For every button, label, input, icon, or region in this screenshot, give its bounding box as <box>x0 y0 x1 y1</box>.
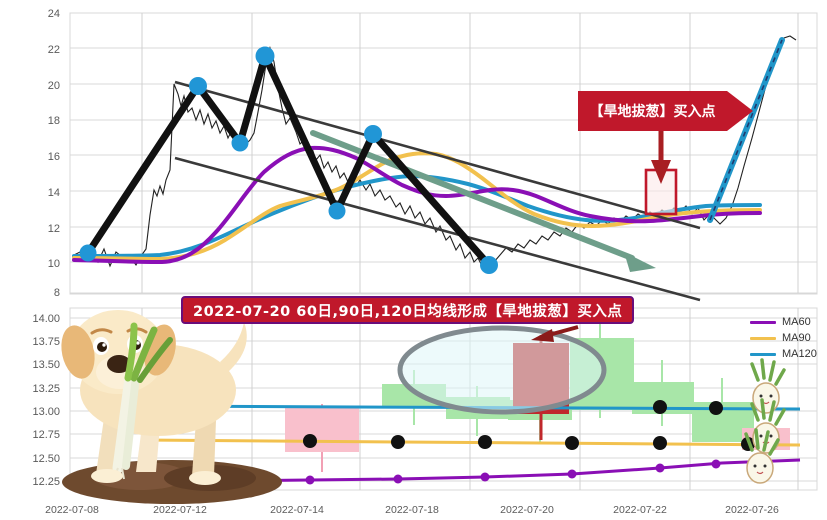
xtick-6: 2022-07-26 <box>725 504 779 516</box>
ma120-swatch <box>750 352 776 356</box>
upper-ytick-22: 22 <box>47 44 60 56</box>
pivot-dot <box>328 202 346 220</box>
upper-channel-top <box>174 80 701 230</box>
lower-ytick-14-00: 14.00 <box>32 313 60 325</box>
zigzag-pivot-dots <box>79 46 498 274</box>
dog-illustration <box>61 310 282 504</box>
lower-chart-svg <box>61 307 818 504</box>
lower-ma120-markers <box>653 400 723 415</box>
upper-ytick-18: 18 <box>47 115 60 127</box>
pivot-dot <box>255 46 275 66</box>
lower-ma90-line <box>141 438 801 447</box>
xtick-1: 2022-07-12 <box>153 504 207 516</box>
pivot-dot <box>480 256 498 274</box>
lower-ytick-12-50: 12.50 <box>32 453 60 465</box>
upper-ytick-12: 12 <box>47 223 60 235</box>
xtick-4: 2022-07-20 <box>500 504 554 516</box>
lower-ytick-13-50: 13.50 <box>32 359 60 371</box>
buy-point-pointer-arrow <box>531 325 579 342</box>
lower-ytick-12-75: 12.75 <box>32 429 60 441</box>
legend-item-ma90[interactable]: MA90 <box>750 332 811 344</box>
upper-ytick-16: 16 <box>47 151 60 163</box>
buy-point-ellipse-highlight <box>397 325 607 415</box>
upper-price-panel: 24 22 20 18 16 14 12 10 8 <box>47 8 818 302</box>
lower-ytick-13-00: 13.00 <box>32 406 60 418</box>
ma90-label: MA90 <box>782 332 811 344</box>
lower-ytick-13-75: 13.75 <box>32 336 60 348</box>
buy-point-arrow-head <box>727 91 753 131</box>
upper-chart-svg <box>69 12 818 302</box>
pivot-dot <box>364 125 382 143</box>
legend-item-ma120[interactable]: MA120 <box>750 348 817 360</box>
scallion-illustration <box>744 358 786 484</box>
ma60-label: MA60 <box>782 316 811 328</box>
xtick-0: 2022-07-08 <box>45 504 99 516</box>
lower-candlestick-panel: 14.00 13.75 13.50 13.25 13.00 12.75 12.5… <box>0 300 827 520</box>
ma90-swatch <box>750 336 776 340</box>
xtick-5: 2022-07-22 <box>613 504 667 516</box>
scallion-in-mouth <box>112 322 173 480</box>
candle-down <box>285 408 359 452</box>
upper-ytick-20: 20 <box>47 80 60 92</box>
ma120-label: MA120 <box>782 348 817 360</box>
buy-point-banner: 2022-07-20 60日,90日,120日均线形成【旱地拔葱】买入点 <box>181 296 635 324</box>
pivot-dot <box>189 77 207 95</box>
ma60-line <box>72 145 762 264</box>
upper-trend-channel <box>174 80 701 302</box>
upper-ytick-14: 14 <box>47 187 60 199</box>
ma60-swatch <box>750 320 776 324</box>
lower-ytick-13-25: 13.25 <box>32 383 60 395</box>
pivot-dot <box>79 244 97 262</box>
pivot-dot <box>231 134 249 152</box>
lower-ma90-markers <box>303 434 755 451</box>
xtick-3: 2022-07-18 <box>385 504 439 516</box>
lower-ytick-12-25: 12.25 <box>32 476 60 488</box>
legend-item-ma60[interactable]: MA60 <box>750 316 811 328</box>
buy-point-arrow-banner: 【旱地拔葱】买入点 <box>578 91 727 131</box>
upper-ytick-8: 8 <box>53 287 60 299</box>
upper-ytick-10: 10 <box>47 258 60 270</box>
xtick-2: 2022-07-14 <box>270 504 324 516</box>
upper-ytick-24: 24 <box>47 8 60 20</box>
upper-channel-bottom <box>174 156 701 302</box>
